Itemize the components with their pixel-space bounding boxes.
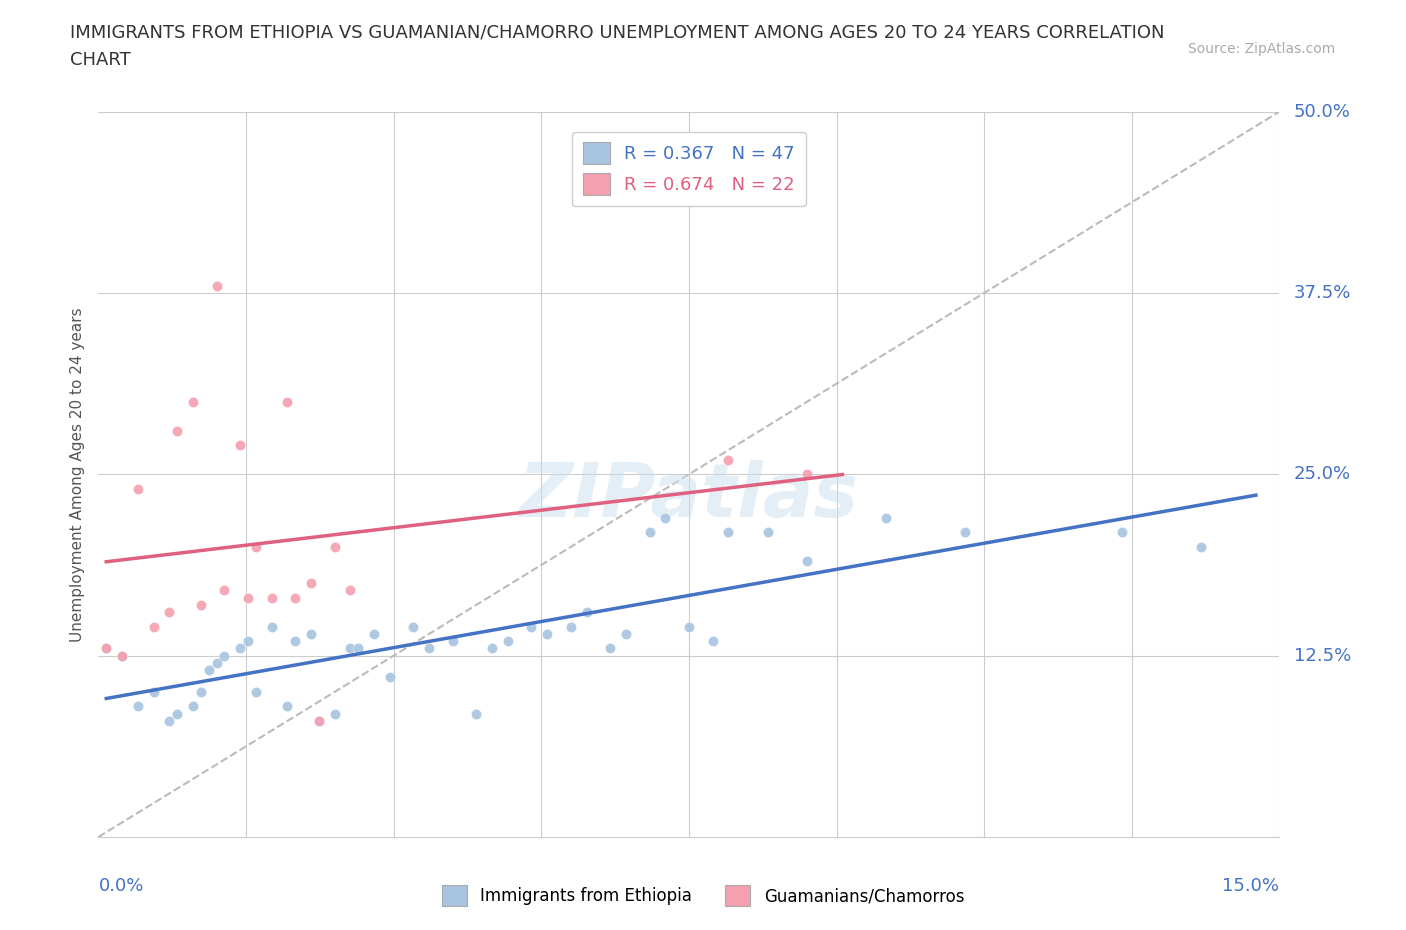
Point [229,641,252,656]
Point [560,619,582,634]
Text: Source: ZipAtlas.com: Source: ZipAtlas.com [1188,42,1336,56]
Point [796,467,818,482]
Point [465,706,488,721]
Text: IMMIGRANTS FROM ETHIOPIA VS GUAMANIAN/CHAMORRO UNEMPLOYMENT AMONG AGES 20 TO 24 : IMMIGRANTS FROM ETHIOPIA VS GUAMANIAN/CH… [70,23,1164,41]
Point [205,278,228,293]
Point [953,525,976,539]
Text: 25.0%: 25.0% [1294,465,1351,484]
Point [638,525,661,539]
Point [214,648,236,663]
Text: 50.0%: 50.0% [1294,102,1351,121]
Point [599,641,621,656]
Text: 37.5%: 37.5% [1294,284,1351,302]
Point [481,641,503,656]
Point [520,619,543,634]
Point [260,591,283,605]
Legend: R = 0.367   N = 47, R = 0.674   N = 22: R = 0.367 N = 47, R = 0.674 N = 22 [572,131,806,206]
Point [308,713,330,728]
Text: 12.5%: 12.5% [1294,646,1351,665]
Point [245,539,267,554]
Point [197,663,219,678]
Text: ZIPatlas: ZIPatlas [519,459,859,533]
Point [717,452,740,467]
Point [157,713,180,728]
Point [678,619,700,634]
Point [284,633,307,648]
Point [1111,525,1133,539]
Point [229,438,252,453]
Point [418,641,440,656]
Point [323,706,346,721]
Point [308,713,330,728]
Point [347,641,370,656]
Point [796,554,818,569]
Point [614,627,637,642]
Point [536,627,558,642]
Point [339,583,361,598]
Point [575,604,598,619]
Point [181,699,204,714]
Point [96,641,118,656]
Point [260,619,283,634]
Point [702,633,724,648]
Point [157,604,180,619]
Point [276,699,298,714]
Point [190,684,212,699]
Point [284,591,307,605]
Point [1189,539,1212,554]
Point [875,511,897,525]
Point [299,627,322,642]
Point [756,525,779,539]
Point [339,641,361,656]
Point [323,539,346,554]
Point [111,648,134,663]
Point [363,627,385,642]
Point [299,576,322,591]
Point [142,684,165,699]
Point [181,394,204,409]
Y-axis label: Unemployment Among Ages 20 to 24 years: Unemployment Among Ages 20 to 24 years [69,307,84,642]
Point [214,583,236,598]
Point [190,597,212,612]
Text: 0.0%: 0.0% [98,877,143,895]
Point [236,633,259,648]
Point [127,482,149,497]
Text: CHART: CHART [70,51,131,69]
Point [245,684,267,699]
Point [496,633,519,648]
Point [654,511,676,525]
Point [166,423,188,438]
Point [96,641,118,656]
Legend: Immigrants from Ethiopia, Guamanians/Chamorros: Immigrants from Ethiopia, Guamanians/Cha… [434,879,972,912]
Point [717,525,740,539]
Point [402,619,425,634]
Point [205,656,228,671]
Point [166,706,188,721]
Point [111,648,134,663]
Point [441,633,464,648]
Point [142,619,165,634]
Point [378,670,401,684]
Text: 15.0%: 15.0% [1222,877,1279,895]
Point [236,591,259,605]
Point [127,699,149,714]
Point [276,394,298,409]
